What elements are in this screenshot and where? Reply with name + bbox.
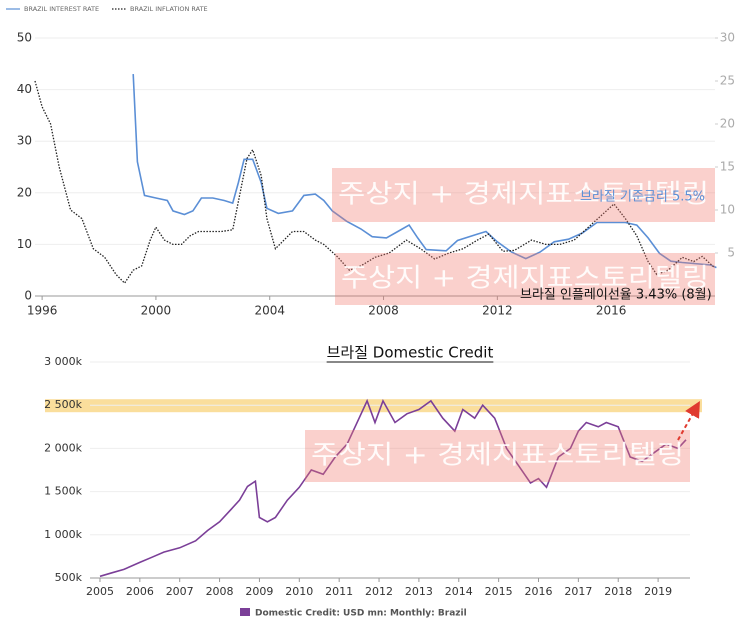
y2-tick-label: 10 xyxy=(720,203,735,217)
y-tick-label: 0 xyxy=(24,289,32,303)
watermark-box xyxy=(332,168,715,222)
annotation: 브라질 기준금리 5.5% xyxy=(580,190,705,205)
x-tick-label: 2009 xyxy=(245,585,273,598)
trend-arrow xyxy=(677,401,700,441)
y-tick-label: 3 000k xyxy=(44,355,82,368)
x-tick-label: 2016 xyxy=(525,585,553,598)
legend-label: Domestic Credit: USD mn: Monthly: Brazil xyxy=(255,609,467,619)
x-tick-label: 2004 xyxy=(254,304,285,318)
annotation: 브라질 인플레이선율 3.43% (8월) xyxy=(520,288,712,303)
y2-tick-label: 20 xyxy=(720,117,735,131)
x-tick-label: 2007 xyxy=(166,585,194,598)
x-tick-label: 2013 xyxy=(405,585,433,598)
y-tick-label: 50 xyxy=(17,31,32,45)
series-line xyxy=(99,398,687,578)
x-tick-label: 2010 xyxy=(285,585,313,598)
x-tick-label: 2015 xyxy=(485,585,513,598)
series-line xyxy=(34,80,715,285)
legend-label: BRAZIL INTEREST RATE xyxy=(24,5,99,13)
x-tick-label: 2014 xyxy=(445,585,473,598)
y-tick-label: 1 000k xyxy=(44,528,82,541)
x-tick-label: 2018 xyxy=(604,585,632,598)
legend-swatch xyxy=(240,608,250,616)
y-tick-label: 2 000k xyxy=(44,441,82,454)
x-tick-label: 2012 xyxy=(365,585,393,598)
x-tick-label: 2008 xyxy=(206,585,234,598)
chart-title: 브라질 Domestic Credit xyxy=(327,344,494,362)
y-tick-label: 500k xyxy=(55,571,83,584)
x-tick-label: 2016 xyxy=(596,304,627,318)
x-tick-label: 2011 xyxy=(325,585,353,598)
legend-label: BRAZIL INFLATION RATE xyxy=(130,5,208,13)
watermark: 주상지 + 경제지표스토리텔링 xyxy=(338,180,709,210)
x-tick-label: 2012 xyxy=(482,304,513,318)
y2-tick-label: 30 xyxy=(720,31,735,45)
y2-tick-label: 25 xyxy=(720,74,735,88)
y-tick-label: 2 500k xyxy=(44,398,82,411)
y-tick-label: 10 xyxy=(17,237,32,251)
x-tick-label: 2005 xyxy=(86,585,114,598)
watermark: 주상지 + 경제지표스토리텔링 xyxy=(311,441,684,471)
watermark: 주상지 + 경제지표스토리텔링 xyxy=(341,264,709,294)
x-tick-label: 2017 xyxy=(564,585,592,598)
y2-tick-label: 15 xyxy=(720,160,735,174)
x-tick-label: 2008 xyxy=(368,304,399,318)
y2-tick-label: 5 xyxy=(727,246,735,260)
series-line xyxy=(132,74,717,269)
y-tick-label: 40 xyxy=(17,82,32,96)
x-tick-label: 2000 xyxy=(141,304,172,318)
y-tick-label: 20 xyxy=(17,185,32,199)
y-tick-label: 1 500k xyxy=(44,485,82,498)
x-tick-label: 1996 xyxy=(27,304,58,318)
watermark-box xyxy=(335,253,715,305)
y-tick-label: 30 xyxy=(17,134,32,148)
watermark-box xyxy=(305,430,690,482)
x-tick-label: 2019 xyxy=(644,585,672,598)
x-tick-label: 2006 xyxy=(126,585,154,598)
